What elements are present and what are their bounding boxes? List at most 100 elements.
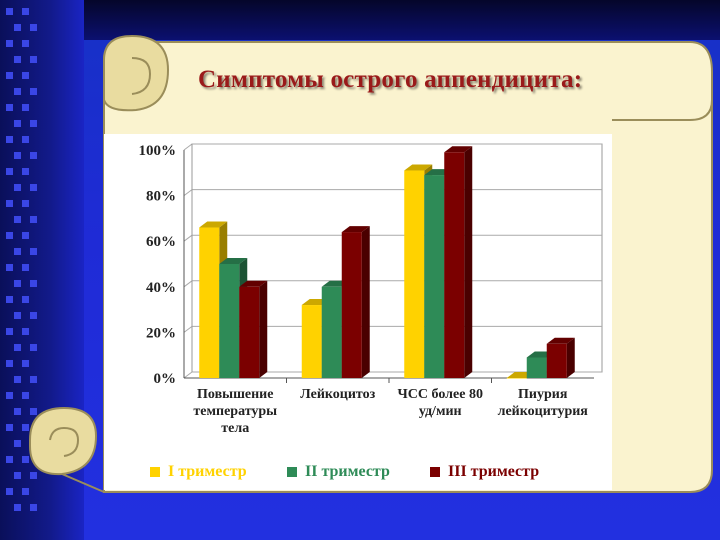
decor-square [6, 104, 13, 111]
legend-label-2: II триместр [305, 463, 390, 480]
decor-square [6, 72, 13, 79]
decor-square [6, 8, 13, 15]
decor-square [22, 264, 29, 271]
bar [546, 343, 567, 378]
decor-square [6, 488, 13, 495]
decor-square [22, 104, 29, 111]
bar [321, 286, 342, 378]
decor-square [30, 216, 37, 223]
y-tick-label: 40% [146, 280, 176, 296]
decor-square [22, 360, 29, 367]
decor-square [6, 168, 13, 175]
y-tick-label: 20% [146, 325, 176, 341]
bar [219, 264, 240, 378]
decor-square [14, 408, 21, 415]
decor-square [22, 424, 29, 431]
decor-square [14, 504, 21, 511]
x-tick-label: ЧСС более 80 [398, 387, 483, 402]
bar [341, 232, 362, 378]
x-tick-label: температуры [193, 404, 277, 419]
decor-square [22, 488, 29, 495]
slide-title: Симптомы острого аппендицита: [198, 66, 583, 93]
legend-item-3: III триместр [430, 462, 539, 482]
decor-square [14, 440, 21, 447]
decor-square [6, 232, 13, 239]
legend-swatch-3 [430, 467, 440, 477]
decor-square [14, 184, 21, 191]
decor-square [6, 264, 13, 271]
x-tick-label: Пиурия [518, 387, 568, 402]
legend-swatch-2 [287, 467, 297, 477]
bar-side [464, 146, 473, 378]
bar-top [546, 337, 575, 344]
decor-square [14, 472, 21, 479]
decor-square [14, 216, 21, 223]
decor-square [6, 296, 13, 303]
y-tick-label: 100% [139, 143, 177, 159]
bar-top [404, 164, 433, 171]
decor-square [14, 120, 21, 127]
top-decor-band [84, 0, 720, 40]
legend-swatch-1 [150, 467, 160, 477]
bar [444, 152, 465, 378]
decor-square [30, 472, 37, 479]
decor-square [30, 152, 37, 159]
bar-top [444, 146, 473, 153]
gridline-slant [183, 189, 193, 196]
decor-square [14, 248, 21, 255]
decor-square [14, 152, 21, 159]
decor-square [6, 136, 13, 143]
chart-area: 0% 20% 40% 60% 80% 100% Повышение температуры те… [104, 134, 612, 490]
decor-square [14, 56, 21, 63]
gridline-slant [183, 234, 193, 242]
decor-square [6, 200, 13, 207]
x-tick-label: тела [221, 421, 249, 436]
bar-side [566, 337, 575, 378]
gridline-slant [183, 371, 193, 379]
decor-square [14, 88, 21, 95]
decor-square [22, 136, 29, 143]
decor-square [30, 344, 37, 351]
legend-item-2: II триместр [287, 462, 390, 482]
decor-square [22, 200, 29, 207]
bar-top [239, 280, 268, 287]
decor-square [6, 328, 13, 335]
decor-square [22, 456, 29, 463]
bar [424, 175, 445, 378]
decor-square [30, 408, 37, 415]
bar [404, 170, 425, 378]
gridline-slant [183, 280, 193, 288]
decor-square [22, 72, 29, 79]
decor-square [30, 280, 37, 287]
decor-square [6, 40, 13, 47]
bar [506, 378, 527, 379]
decor-square [6, 392, 13, 399]
decor-square [6, 360, 13, 367]
gridline-slant [183, 325, 193, 333]
legend-label-1: I триместр [168, 463, 247, 480]
decor-square [22, 232, 29, 239]
legend-label-3: III триместр [448, 463, 540, 480]
decor-square [30, 312, 37, 319]
y-tick-label: 0% [154, 371, 177, 387]
decor-square [14, 376, 21, 383]
y-tick-label: 60% [146, 234, 176, 250]
bar-top [341, 226, 370, 233]
x-tick-label: Лейкоцитоз [300, 387, 375, 402]
decor-square [14, 24, 21, 31]
decor-square [30, 248, 37, 255]
decor-square [30, 56, 37, 63]
decor-square [22, 328, 29, 335]
bar-top [199, 221, 228, 228]
decor-square [22, 296, 29, 303]
decor-square [30, 184, 37, 191]
decor-square [14, 280, 21, 287]
bar-chart: 0% 20% 40% 60% 80% 100% Повышение температуры те… [139, 143, 603, 436]
decor-square [22, 40, 29, 47]
decor-square [30, 88, 37, 95]
decor-square [30, 504, 37, 511]
gridline-slant [183, 143, 193, 151]
x-tick-label: уд/мин [419, 404, 462, 419]
decor-square [6, 456, 13, 463]
y-tick-label: 80% [146, 189, 176, 205]
